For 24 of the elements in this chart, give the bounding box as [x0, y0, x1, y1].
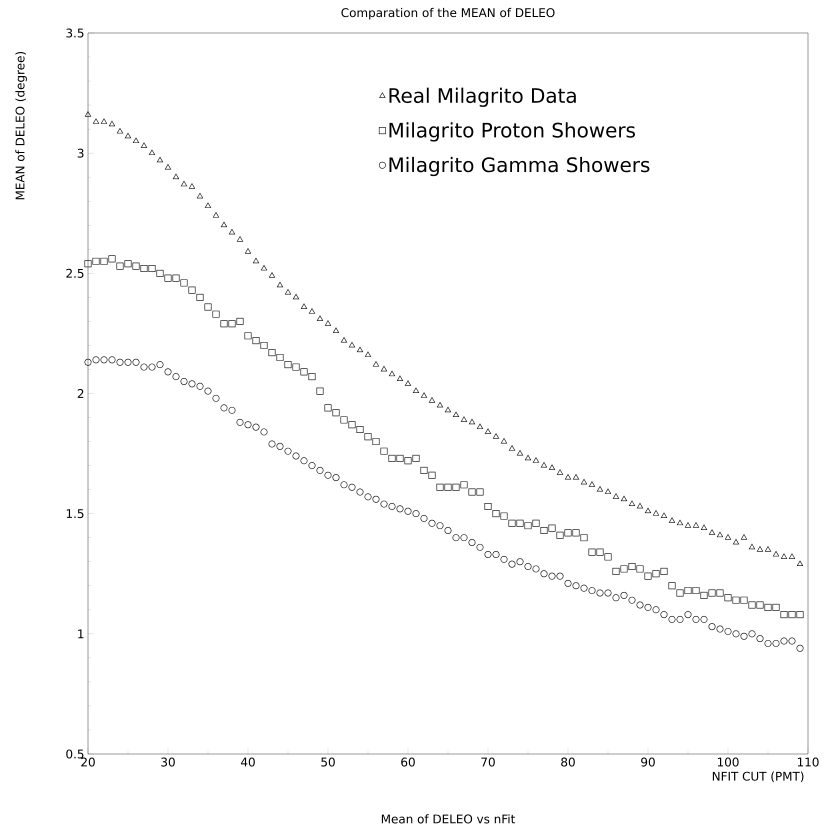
x-tick-label: 80	[561, 758, 575, 767]
x-tick-label: 20	[81, 758, 95, 767]
x-tick-label: 70	[481, 758, 495, 767]
legend-label: Milagrito Proton Showers	[390, 122, 635, 142]
x-axis-title: NFIT CUT (PMT)	[712, 772, 804, 782]
x-tick-label: 40	[240, 758, 255, 767]
x-tick-label: 60	[401, 758, 415, 767]
y-tick-label: 0.5	[66, 749, 84, 759]
legend-label: Real Milagrito Data	[390, 88, 576, 107]
y-tick-label: 1	[78, 629, 84, 638]
y-tick-label: 1.5	[66, 509, 84, 518]
chart-title: Comparation of the MEAN of DELEO	[341, 8, 555, 20]
y-tick-label: 2	[78, 389, 84, 398]
y-axis-title: MEAN of DELEO (degree)	[15, 52, 27, 200]
x-tick-label: 90	[641, 758, 655, 767]
x-tick-label: 30	[161, 758, 175, 767]
y-tick-label: 3.5	[66, 28, 84, 38]
x-tick-label: 100	[718, 758, 739, 767]
y-tick-label: 2.5	[66, 268, 84, 278]
x-tick-label: 50	[321, 758, 335, 767]
text: Mean of DELEO vs nFit	[382, 814, 516, 824]
legend-label: Milagrito Gamma Showers	[390, 156, 650, 176]
x-tick-label: 110	[798, 758, 819, 767]
y-tick-label: 3	[78, 148, 84, 158]
